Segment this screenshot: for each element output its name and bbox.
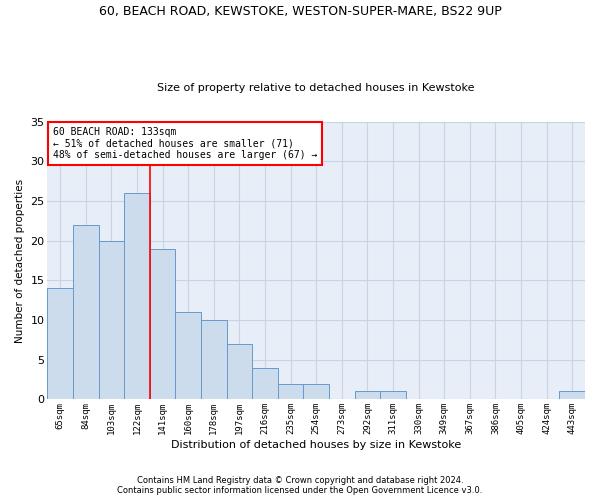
Bar — [278, 384, 304, 400]
Y-axis label: Number of detached properties: Number of detached properties — [15, 178, 25, 342]
Bar — [252, 368, 278, 400]
X-axis label: Distribution of detached houses by size in Kewstoke: Distribution of detached houses by size … — [171, 440, 461, 450]
Bar — [355, 392, 380, 400]
Bar — [47, 288, 73, 400]
Bar — [380, 392, 406, 400]
Text: 60, BEACH ROAD, KEWSTOKE, WESTON-SUPER-MARE, BS22 9UP: 60, BEACH ROAD, KEWSTOKE, WESTON-SUPER-M… — [98, 5, 502, 18]
Bar — [559, 392, 585, 400]
Bar — [201, 320, 227, 400]
Bar — [304, 384, 329, 400]
Text: Contains HM Land Registry data © Crown copyright and database right 2024.
Contai: Contains HM Land Registry data © Crown c… — [118, 476, 482, 495]
Bar — [124, 193, 150, 400]
Bar — [150, 248, 175, 400]
Bar — [175, 312, 201, 400]
Bar — [73, 225, 98, 400]
Text: 60 BEACH ROAD: 133sqm
← 51% of detached houses are smaller (71)
48% of semi-deta: 60 BEACH ROAD: 133sqm ← 51% of detached … — [53, 127, 317, 160]
Bar — [227, 344, 252, 400]
Title: Size of property relative to detached houses in Kewstoke: Size of property relative to detached ho… — [157, 83, 475, 93]
Bar — [98, 240, 124, 400]
